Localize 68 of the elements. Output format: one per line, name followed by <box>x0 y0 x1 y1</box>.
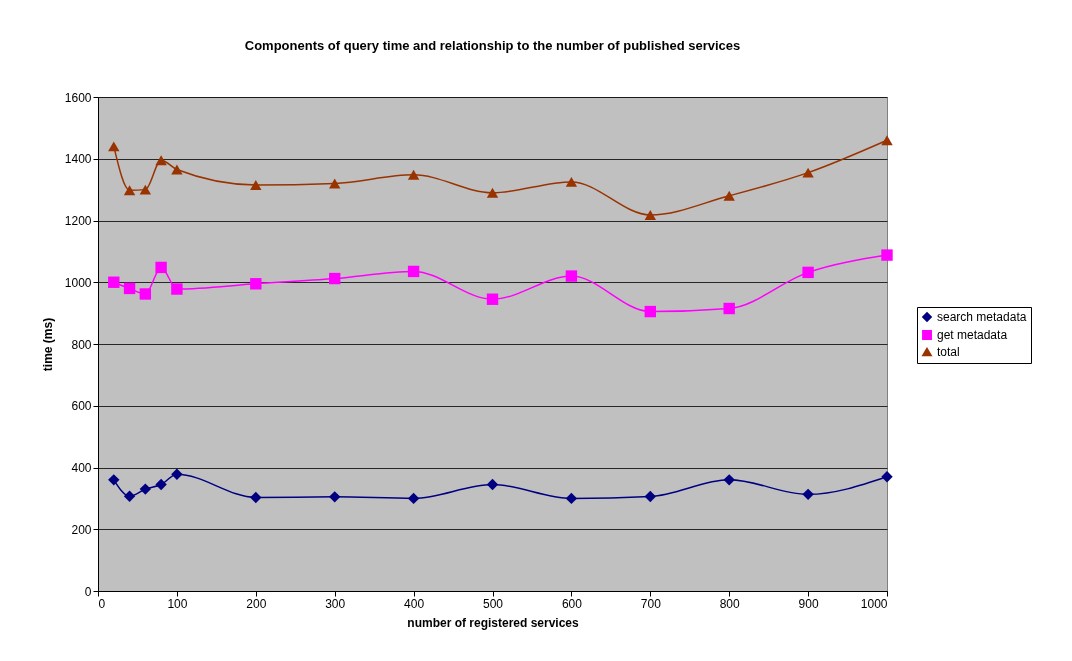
point <box>155 155 167 166</box>
y-tick-label: 200 <box>71 522 92 537</box>
point <box>171 283 183 295</box>
x-tick-label: 600 <box>561 596 583 611</box>
y-tick-label: 1200 <box>64 214 92 228</box>
y-tick-label: 1000 <box>64 275 92 290</box>
x-tick-label: 0 <box>98 596 106 611</box>
x-tick-label: 700 <box>640 596 662 611</box>
point <box>881 249 893 261</box>
point <box>139 483 152 495</box>
legend-label: get metadata <box>937 328 1008 342</box>
chart-title: Components of query time and relationship to the number of published services <box>244 38 741 53</box>
point <box>644 490 656 503</box>
point <box>802 488 814 501</box>
point <box>250 180 262 190</box>
y-tick-label: 400 <box>71 461 92 475</box>
x-tick-label: 500 <box>482 596 504 611</box>
point <box>644 210 656 220</box>
point <box>123 490 136 502</box>
point <box>250 491 262 504</box>
point <box>407 265 420 278</box>
y-axis-title: time (ms) <box>40 317 55 372</box>
point <box>108 141 120 152</box>
point <box>802 266 814 279</box>
point <box>565 270 578 282</box>
y-tick-label: 600 <box>71 399 92 414</box>
x-tick-label: 900 <box>798 596 819 611</box>
y-tick-label: 0 <box>84 584 92 599</box>
point <box>407 492 420 505</box>
point <box>329 491 341 503</box>
point <box>486 187 499 198</box>
point <box>881 135 893 146</box>
legend-label: search metadata <box>937 310 1027 324</box>
point <box>123 185 136 196</box>
point <box>250 278 262 290</box>
point <box>723 302 735 315</box>
point <box>171 164 183 175</box>
y-tick-label: 1400 <box>64 152 92 167</box>
point <box>139 288 152 300</box>
legend-label: total <box>937 345 960 359</box>
point <box>723 190 735 201</box>
point <box>139 184 152 195</box>
y-tick-label: 1600 <box>64 90 92 105</box>
point <box>644 305 656 318</box>
y-tick-label: 800 <box>71 337 92 352</box>
point <box>329 272 341 285</box>
point <box>802 167 814 178</box>
x-tick-label: 100 <box>167 596 188 611</box>
point <box>565 176 578 187</box>
point <box>723 474 735 486</box>
point <box>171 468 183 480</box>
point <box>329 178 341 189</box>
x-tick-label: 400 <box>404 596 425 611</box>
point <box>486 478 499 491</box>
point <box>108 276 120 288</box>
point <box>123 282 136 295</box>
x-tick-label: 300 <box>325 596 346 611</box>
point <box>565 492 578 505</box>
point <box>108 474 120 486</box>
point <box>155 478 167 491</box>
x-tick-label: 800 <box>719 596 741 611</box>
point <box>881 471 893 483</box>
x-axis-title: number of registered services <box>407 615 580 630</box>
point <box>486 293 499 305</box>
x-tick-label: 1000 <box>860 596 888 611</box>
point <box>407 169 420 180</box>
point <box>155 261 167 274</box>
x-tick-label: 200 <box>246 596 267 611</box>
